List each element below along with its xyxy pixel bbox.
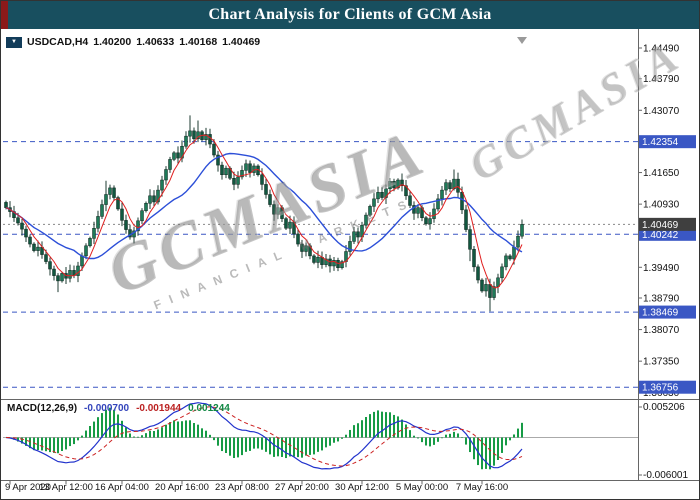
svg-text:1.40242: 1.40242 — [642, 230, 679, 241]
svg-text:1.36756: 1.36756 — [642, 383, 679, 394]
svg-text:1.40930: 1.40930 — [643, 200, 680, 211]
svg-text:1.43070: 1.43070 — [643, 106, 680, 117]
chevron-down-icon: ▼ — [11, 39, 17, 45]
svg-text:16 Apr 04:00: 16 Apr 04:00 — [95, 482, 149, 493]
chart-list-button[interactable]: ▼ — [6, 36, 22, 48]
open-value: 1.40200 — [93, 36, 132, 48]
macd-histogram — [9, 407, 523, 470]
svg-text:0.005206: 0.005206 — [643, 402, 685, 413]
macd-line — [5, 402, 523, 470]
pane-separators — [1, 29, 699, 481]
title-accent — [1, 1, 8, 29]
macd-label: MACD(12,26,9) — [7, 403, 78, 414]
svg-text:1.40469: 1.40469 — [642, 220, 679, 231]
low-value: 1.40168 — [179, 36, 218, 48]
svg-text:13 Apr 12:00: 13 Apr 12:00 — [39, 482, 93, 493]
candles — [4, 115, 524, 312]
ma-fast-line — [5, 134, 523, 289]
svg-text:30 Apr 12:00: 30 Apr 12:00 — [335, 482, 389, 493]
price-axis-labels: 1.44490 1.43790 1.43070 1.41650 1.40930 1.394… — [638, 43, 680, 399]
ma-slow-line — [5, 152, 523, 260]
macd-header: MACD(12,26,9) -0.000700 -0.001944 0.0012… — [7, 403, 230, 414]
svg-text:7 May 16:00: 7 May 16:00 — [456, 482, 508, 493]
svg-text:1.42354: 1.42354 — [642, 137, 679, 148]
price-chart[interactable]: 1.44490 1.43790 1.43070 1.41650 1.40930 1.394… — [1, 29, 700, 500]
chart-shift-icon — [517, 37, 527, 44]
svg-text:1.39490: 1.39490 — [643, 263, 680, 274]
level-price-tags: 1.42354 1.40242 1.38469 1.36756 — [639, 135, 696, 394]
svg-text:20 Apr 16:00: 20 Apr 16:00 — [155, 482, 209, 493]
svg-text:27 Apr 20:00: 27 Apr 20:00 — [275, 482, 329, 493]
macd-main-value: -0.000700 — [84, 403, 130, 414]
svg-text:1.41650: 1.41650 — [643, 168, 680, 179]
svg-text:5 May 00:00: 5 May 00:00 — [396, 482, 448, 493]
svg-text:1.38070: 1.38070 — [643, 325, 680, 336]
svg-text:1.37350: 1.37350 — [643, 357, 680, 368]
svg-text:1.43790: 1.43790 — [643, 74, 680, 85]
macd-axis-labels: 0.005206 -0.006001 — [638, 402, 688, 481]
macd-pane — [3, 402, 638, 470]
close-value: 1.40469 — [222, 36, 261, 48]
svg-text:9 Apr 2020: 9 Apr 2020 — [5, 482, 51, 493]
chart-area[interactable]: 1.44490 1.43790 1.43070 1.41650 1.40930 1.394… — [1, 29, 700, 500]
high-value: 1.40633 — [136, 36, 175, 48]
svg-text:23 Apr 08:00: 23 Apr 08:00 — [215, 482, 269, 493]
macd-hist-value: 0.001244 — [188, 403, 230, 414]
page-title: Chart Analysis for Clients of GCM Asia — [208, 6, 492, 23]
symbol-timeframe: USDCAD,H4 — [27, 36, 89, 48]
svg-text:-0.006001: -0.006001 — [643, 470, 688, 481]
svg-text:1.36630: 1.36630 — [643, 388, 680, 399]
title-bar: Chart Analysis for Clients of GCM Asia — [1, 1, 699, 29]
svg-text:1.44490: 1.44490 — [643, 43, 680, 54]
macd-signal-value: -0.001944 — [136, 403, 182, 414]
macd-signal-line — [5, 406, 523, 467]
svg-text:1.38790: 1.38790 — [643, 293, 680, 304]
level-lines — [3, 141, 638, 388]
current-price-tag: 1.40469 — [639, 217, 696, 231]
ohlc-bar: ▼ USDCAD,H4 1.40200 1.40633 1.40168 1.40… — [6, 36, 260, 48]
svg-text:1.38469: 1.38469 — [642, 308, 679, 319]
